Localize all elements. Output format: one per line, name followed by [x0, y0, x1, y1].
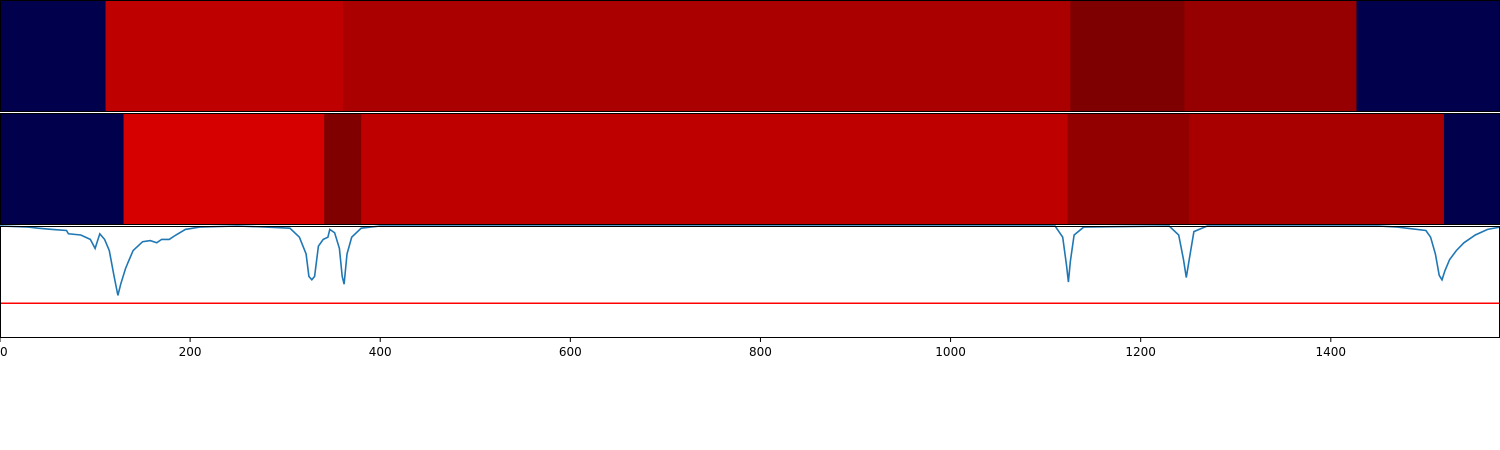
heatmap-cell — [1070, 0, 1185, 112]
heatmap-cell — [343, 0, 1071, 112]
x-tick-label: 200 — [179, 345, 202, 359]
line-panel — [0, 225, 1500, 338]
x-tick-label: 400 — [369, 345, 392, 359]
heatmap-cell — [105, 0, 344, 112]
heatmap-cell — [1067, 113, 1190, 225]
heatmap-row-2 — [0, 113, 1500, 225]
heatmap-row-1 — [0, 0, 1500, 112]
heatmap-cell — [1443, 113, 1500, 225]
x-tick-label: 800 — [749, 345, 772, 359]
heatmap-cell — [0, 113, 125, 225]
x-tick-label: 1000 — [935, 345, 966, 359]
heatmap-cell — [361, 113, 1068, 225]
x-tick-label: 600 — [559, 345, 582, 359]
line-panel-background — [0, 226, 1500, 338]
x-tick-label: 1200 — [1125, 345, 1156, 359]
heatmap-cell — [1189, 113, 1445, 225]
heatmap-cell — [123, 113, 325, 225]
x-tick-label: 0 — [0, 345, 8, 359]
x-tick-label: 1400 — [1316, 345, 1347, 359]
heatmap-cell — [1356, 0, 1500, 112]
heatmap-cell — [0, 0, 107, 112]
heatmap-cell — [1184, 0, 1357, 112]
x-axis: 0 200 400 600 800 1000 1200 1400 — [0, 338, 1346, 359]
heatmap-cell — [324, 113, 362, 225]
